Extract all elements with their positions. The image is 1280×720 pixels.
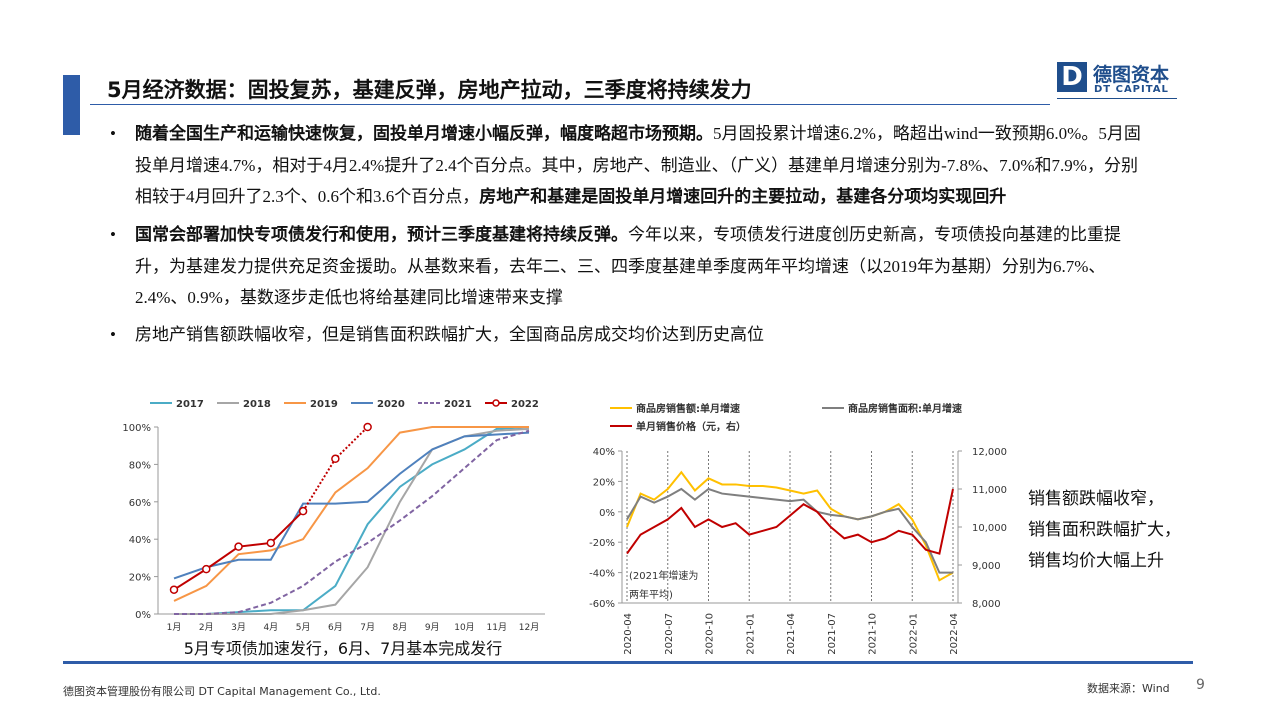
slide-title: 5月经济数据：固投复苏，基建反弹，房地产拉动，三季度将持续发力 [107, 78, 752, 102]
logo-rule [1057, 98, 1177, 99]
bullet-text: 随着全国生产和运输快速恢复，固投单月增速小幅反弹，幅度略超市场预期。 [135, 124, 713, 144]
x-tick-label: 8月 [393, 622, 408, 633]
x-tick-label: 2022-01 [908, 613, 919, 655]
series-line [626, 488, 954, 555]
logo-en: DT CAPITAL [1094, 84, 1169, 95]
x-tick-label: 2020-10 [705, 613, 716, 655]
y-tick-label: -60% [589, 599, 615, 610]
bullet-text: 国常会部署加快专项债发行和使用，预计三季度基建将持续反弹。 [135, 225, 628, 245]
bullet-text: 今年以来，专项债发行进度创历史新高，专项债投向基建的比重提升，为基建发力提供充足… [135, 225, 1121, 307]
x-tick-label: 4月 [263, 622, 278, 633]
bullet: 随着全国生产和运输快速恢复，固投单月增速小幅反弹，幅度略超市场预期。5月固投累计… [110, 118, 1150, 213]
page-number: 9 [1196, 677, 1205, 693]
y-tick-label: 40% [593, 447, 615, 458]
x-tick-label: 2021-04 [786, 613, 797, 655]
x-tick-label: 2月 [199, 622, 214, 633]
legend-label: 单月销售价格（元，右） [636, 420, 746, 433]
y-tick-label: 20% [593, 477, 615, 488]
bullet-list: 随着全国生产和运输快速恢复，固投单月增速小幅反弹，幅度略超市场预期。5月固投累计… [110, 118, 1150, 356]
side-note: 销售面积跌幅扩大， [1028, 520, 1181, 540]
legend-label: 2020 [377, 399, 405, 410]
x-tick-label: 9月 [425, 622, 440, 633]
series-marker [331, 454, 340, 464]
y-tick-label: 60% [129, 498, 151, 509]
legend-label: 2018 [243, 399, 271, 410]
x-tick-label: 2022-04 [949, 613, 960, 655]
title-rule [90, 104, 1050, 105]
series-marker [202, 564, 211, 574]
legend-label: 2022 [511, 399, 539, 410]
series-marker [363, 422, 372, 432]
chart-caption: 5月专项债加速发行，6月、7月基本完成发行 [184, 639, 503, 658]
legend-label: 2021 [444, 399, 472, 410]
series-line-projected [302, 426, 369, 512]
series-line [174, 429, 530, 615]
y-tick-label: 0% [135, 610, 151, 621]
series-line [626, 487, 953, 574]
legend-label: 2017 [176, 399, 204, 410]
legend-label: 商品房销售面积:单月增速 [848, 402, 962, 415]
legend-label: 商品房销售额:单月增速 [636, 402, 740, 415]
side-note: 销售额跌幅收窄， [1028, 489, 1164, 509]
x-tick-label: 2021-01 [745, 613, 756, 655]
y2-tick-label: 10,000 [972, 523, 1007, 534]
y-tick-label: 20% [129, 573, 151, 584]
y2-tick-label: 11,000 [972, 485, 1007, 496]
bullet-text: 房地产和基建是固投单月增速回升的主要拉动，基建各分项均实现回升 [479, 187, 1007, 207]
bullet-text: 房地产销售额跌幅收窄，但是销售面积跌幅扩大，全国商品房成交均价达到历史高位 [135, 325, 764, 344]
x-tick-label: 7月 [360, 622, 375, 633]
title-bar [63, 75, 80, 135]
y2-tick-label: 12,000 [972, 447, 1007, 458]
x-tick-label: 2020-04 [623, 613, 634, 655]
series-marker [298, 506, 308, 516]
bullet: 房地产销售额跌幅收窄，但是销售面积跌幅扩大，全国商品房成交均价达到历史高位 [110, 319, 1150, 350]
bullet-text: 5月固投累计增速6.2%，略超出wind一致预期6.0%。5月固投单月增速4.7… [135, 124, 1141, 206]
series-line [626, 470, 954, 582]
annotation: 两年平均) [629, 588, 673, 601]
y-tick-label: -20% [589, 538, 615, 549]
x-tick-label: 2021-07 [827, 613, 838, 655]
footer-company: 德图资本管理股份有限公司 DT Capital Management Co., … [63, 685, 381, 698]
y-tick-label: -40% [589, 569, 615, 580]
x-tick-label: 2021-10 [868, 613, 879, 655]
x-tick-label: 2020-07 [664, 613, 675, 655]
x-tick-label: 6月 [328, 622, 343, 633]
logo-cn: 德图资本 [1093, 64, 1170, 86]
y-tick-label: 40% [129, 535, 151, 546]
series-line [173, 431, 530, 580]
x-tick-label: 12月 [519, 622, 539, 633]
annotation: (2021年增速为 [629, 569, 698, 582]
footer-rule [63, 661, 1193, 664]
side-note: 销售均价大幅上升 [1028, 551, 1164, 571]
y2-tick-label: 8,000 [972, 599, 1001, 610]
footer-source: 数据来源：Wind [1087, 682, 1170, 695]
legend-marker [492, 399, 500, 407]
series-marker [169, 585, 179, 594]
x-tick-label: 10月 [454, 622, 474, 633]
logo-mark: D [1057, 62, 1087, 92]
x-tick-label: 1月 [167, 622, 182, 633]
y-tick-label: 0% [599, 508, 615, 519]
y2-tick-label: 9,000 [972, 561, 1001, 572]
series-line [174, 427, 530, 615]
legend-label: 2019 [310, 399, 338, 410]
x-tick-label: 3月 [231, 622, 246, 633]
bullet: 国常会部署加快专项债发行和使用，预计三季度基建将持续反弹。今年以来，专项债发行进… [110, 219, 1150, 313]
x-tick-label: 11月 [487, 622, 507, 633]
y-tick-label: 80% [129, 460, 151, 471]
series-marker [234, 542, 243, 551]
series-marker [266, 538, 276, 548]
series-line [173, 426, 529, 602]
y-tick-label: 100% [122, 423, 151, 434]
x-tick-label: 5月 [296, 622, 311, 633]
